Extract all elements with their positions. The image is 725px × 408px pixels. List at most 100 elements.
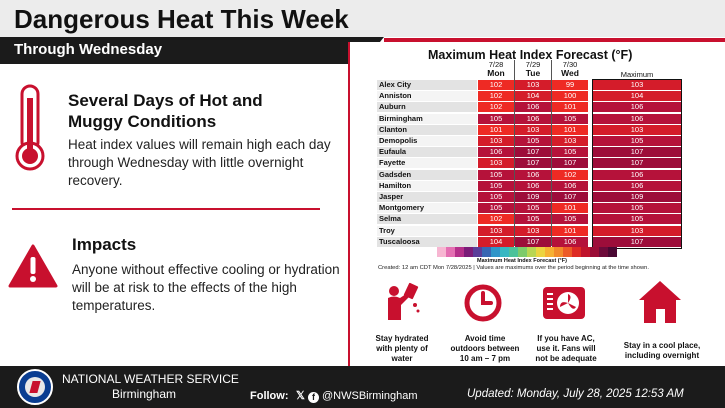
legend-swatch bbox=[569, 247, 572, 257]
legend-swatch bbox=[575, 247, 578, 257]
heat-index-cell: 105 bbox=[515, 214, 551, 225]
heat-index-cell: 107 bbox=[515, 158, 551, 169]
page-title: Dangerous Heat This Week bbox=[14, 4, 349, 34]
heat-index-cell: 103 bbox=[478, 225, 514, 236]
heat-index-cell: 109 bbox=[515, 192, 551, 202]
heat-index-cell: 103 bbox=[478, 158, 514, 169]
city-label: Montgomery bbox=[377, 203, 477, 214]
heat-index-cell: 107 bbox=[552, 192, 588, 202]
page-subtitle: Through Wednesday bbox=[14, 41, 163, 58]
heat-index-cell: 105 bbox=[515, 203, 551, 214]
heat-index-cell: 105 bbox=[552, 147, 588, 158]
legend-swatch bbox=[587, 247, 590, 257]
legend-swatch bbox=[551, 247, 554, 257]
heat-index-cell: 101 bbox=[552, 102, 588, 113]
max-heat-index-cell: 103 bbox=[593, 124, 681, 135]
max-heat-index-cell: 104 bbox=[593, 91, 681, 102]
legend-swatch bbox=[467, 247, 470, 257]
city-label: Tuscaloosa bbox=[377, 236, 477, 247]
heat-index-cell: 101 bbox=[478, 124, 514, 135]
city-label: Troy bbox=[377, 225, 477, 236]
city-label: Gadsden bbox=[377, 169, 477, 180]
legend-swatch bbox=[539, 247, 542, 257]
legend-swatch bbox=[578, 247, 581, 257]
city-label: Anniston bbox=[377, 91, 477, 102]
max-heat-index-cell: 106 bbox=[593, 102, 681, 113]
social-handle[interactable]: 𝕏 f @NWSBirmingham bbox=[296, 389, 418, 403]
heat-index-cell: 106 bbox=[515, 169, 551, 180]
city-label: Eufaula bbox=[377, 147, 477, 158]
air-conditioner-icon bbox=[542, 286, 586, 325]
legend-swatch bbox=[590, 247, 593, 257]
drink-water-icon bbox=[382, 282, 422, 327]
tip-caption: Stay hydrated with plenty of water bbox=[375, 334, 429, 363]
heat-index-cell: 106 bbox=[552, 236, 588, 247]
heat-index-cell: 105 bbox=[552, 214, 588, 225]
column-day: Tue bbox=[525, 68, 541, 78]
legend-swatch bbox=[593, 247, 596, 257]
legend-swatch bbox=[572, 247, 575, 257]
max-heat-index-cell: 107 bbox=[593, 236, 681, 247]
heat-index-cell: 106 bbox=[515, 180, 551, 191]
heat-index-cell: 107 bbox=[552, 158, 588, 169]
legend-swatch bbox=[605, 247, 608, 257]
legend-swatch bbox=[482, 247, 485, 257]
heat-index-cell: 105 bbox=[478, 192, 514, 202]
section2-body: Anyone without effective cooling or hydr… bbox=[72, 262, 340, 313]
legend-swatch bbox=[557, 247, 560, 257]
heat-index-cell: 106 bbox=[478, 147, 514, 158]
max-heat-index-cell: 106 bbox=[593, 113, 681, 124]
legend-swatch bbox=[584, 247, 587, 257]
title-bar bbox=[0, 0, 725, 37]
legend-swatch bbox=[602, 247, 605, 257]
city-label: Hamilton bbox=[377, 180, 477, 191]
nws-logo bbox=[17, 369, 53, 405]
max-heat-index-cell: 103 bbox=[593, 80, 681, 90]
column-date: 7/30 bbox=[562, 60, 578, 69]
legend-swatch bbox=[512, 247, 515, 257]
city-label: Selma bbox=[377, 214, 477, 225]
heat-index-cell: 102 bbox=[478, 91, 514, 102]
legend-swatch bbox=[554, 247, 557, 257]
heat-index-cell: 104 bbox=[478, 236, 514, 247]
heat-index-cell: 101 bbox=[552, 203, 588, 214]
footer-bar bbox=[0, 366, 725, 408]
legend-swatch bbox=[533, 247, 536, 257]
max-heat-index-cell: 105 bbox=[593, 136, 681, 146]
legend-swatch bbox=[530, 247, 533, 257]
city-label: Auburn bbox=[377, 102, 477, 113]
section2-title: Impacts bbox=[72, 235, 137, 254]
legend-swatch bbox=[581, 247, 584, 257]
legend-swatch bbox=[509, 247, 512, 257]
legend-swatch bbox=[443, 247, 446, 257]
updated-timestamp: Updated: Monday, July 28, 2025 12:53 AM bbox=[467, 388, 684, 400]
legend-swatch bbox=[452, 247, 455, 257]
column-date: 7/29 bbox=[525, 60, 541, 69]
legend-swatch bbox=[596, 247, 599, 257]
heat-index-cell: 105 bbox=[478, 169, 514, 180]
agency-name: NATIONAL WEATHER SERVICE bbox=[62, 372, 239, 386]
city-label: Jasper bbox=[377, 192, 477, 202]
legend-swatch bbox=[461, 247, 464, 257]
legend-swatch bbox=[521, 247, 524, 257]
legend-swatch bbox=[515, 247, 518, 257]
heat-index-cell: 105 bbox=[552, 113, 588, 124]
legend-swatch bbox=[542, 247, 545, 257]
column-separator bbox=[551, 60, 552, 246]
column-date: 7/28 bbox=[488, 60, 504, 69]
legend-swatch bbox=[566, 247, 569, 257]
heat-index-cell: 105 bbox=[515, 136, 551, 146]
heat-index-cell: 103 bbox=[515, 225, 551, 236]
legend-swatch bbox=[437, 247, 440, 257]
heat-index-cell: 102 bbox=[478, 102, 514, 113]
heat-index-cell: 104 bbox=[515, 91, 551, 102]
max-heat-index-cell: 109 bbox=[593, 192, 681, 202]
heat-index-cell: 107 bbox=[515, 147, 551, 158]
max-heat-index-cell: 105 bbox=[593, 203, 681, 214]
max-heat-index-cell: 107 bbox=[593, 147, 681, 158]
max-column-outline bbox=[592, 79, 682, 249]
heat-index-cell: 103 bbox=[552, 136, 588, 146]
city-label: Birmingham bbox=[377, 113, 477, 124]
legend-swatch bbox=[494, 247, 497, 257]
heat-index-cell: 101 bbox=[552, 124, 588, 135]
